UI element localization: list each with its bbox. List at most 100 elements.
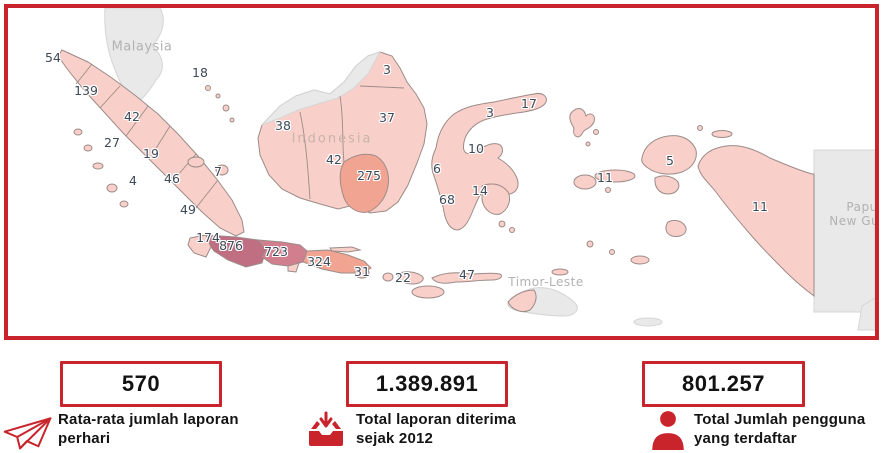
region-flores[interactable] xyxy=(431,272,503,284)
islet xyxy=(119,200,129,208)
region-malaysian-borneo xyxy=(261,51,382,126)
region-value-label: 37 xyxy=(379,109,395,125)
region-value-label: 876 xyxy=(219,237,243,253)
region-value-label: 42 xyxy=(326,151,342,167)
region-value-label: 275 xyxy=(357,167,381,183)
region-sulawesi[interactable] xyxy=(431,93,547,231)
region-value-label: 139 xyxy=(74,82,98,98)
region-bali[interactable] xyxy=(354,267,370,279)
region-value-label: 18 xyxy=(192,64,208,80)
region-papua[interactable] xyxy=(697,145,815,298)
region-value-label: 27 xyxy=(104,134,120,150)
region-value-label: 68 xyxy=(439,191,455,207)
islet xyxy=(92,162,104,170)
inbox-receive-icon xyxy=(309,411,343,446)
kpi-value: 801.257 xyxy=(681,371,766,396)
islet xyxy=(633,317,663,327)
islet xyxy=(609,249,615,255)
kpi-label-total-reports: Total laporan diterima sejak 2012 xyxy=(356,410,596,448)
islet xyxy=(229,117,235,123)
islet xyxy=(711,130,733,138)
region-value-label: 22 xyxy=(395,269,411,285)
region-malay-peninsula xyxy=(104,8,164,105)
map-place-label: Malaysia xyxy=(111,39,173,55)
kpi-label-line: yang terdaftar xyxy=(694,430,797,447)
map-place-label: Timor-Leste xyxy=(508,275,584,289)
kpi-box-daily-reports: 570 xyxy=(60,361,222,407)
region-value-label: 54 xyxy=(45,49,61,65)
region-yogyakarta[interactable] xyxy=(287,262,300,273)
kpi-box-total-reports: 1.389.891 xyxy=(346,361,508,407)
region-value-label: 10 xyxy=(468,140,484,156)
region-value-label: 5 xyxy=(666,152,674,168)
region-bangka[interactable] xyxy=(187,156,205,168)
region-australia-tip xyxy=(857,297,875,331)
islet xyxy=(498,220,506,228)
region-value-label: 38 xyxy=(275,117,291,133)
region-sumatra[interactable] xyxy=(57,49,245,237)
region-value-label: 14 xyxy=(472,182,488,198)
region-value-label: 17 xyxy=(521,95,537,111)
kpi-value: 1.389.891 xyxy=(375,371,479,396)
islet xyxy=(697,125,703,131)
region-south-kalimantan[interactable] xyxy=(339,153,389,213)
islet xyxy=(630,255,650,265)
region-value-label: 42 xyxy=(124,108,140,124)
region-west-java[interactable] xyxy=(205,234,267,268)
map-place-label: Indonesia xyxy=(291,131,373,147)
map-place-label: New Guinea xyxy=(829,214,879,228)
region-halmahera[interactable] xyxy=(569,108,595,138)
kpi-label-daily-reports: Rata-rata jumlah laporan perhari xyxy=(58,410,298,448)
kpi-label-total-users: Total Jumlah pengguna yang terdaftar xyxy=(694,410,883,448)
kpi-box-total-users: 801.257 xyxy=(642,361,805,407)
region-value-label: 3 xyxy=(486,104,494,120)
region-value-label: 324 xyxy=(307,253,331,269)
islet xyxy=(509,227,515,233)
islet xyxy=(605,187,611,193)
region-value-label: 7 xyxy=(214,163,222,179)
kpi-label-line: perhari xyxy=(58,430,111,447)
region-lombok[interactable] xyxy=(382,272,394,282)
islet xyxy=(106,183,118,193)
islet xyxy=(586,240,594,248)
region-west-timor[interactable] xyxy=(507,289,537,313)
region-value-label: 11 xyxy=(752,198,768,214)
region-value-label: 47 xyxy=(459,266,475,282)
region-belitung[interactable] xyxy=(215,164,229,176)
islet xyxy=(665,219,687,237)
islet xyxy=(585,141,591,147)
islet xyxy=(222,104,230,112)
kpi-value: 570 xyxy=(121,371,161,396)
map-frame: 54 139 42 27 19 4 46 7 49 18 174 876 723 324 31 22 47 38 4… xyxy=(4,4,879,340)
region-value-label: 3 xyxy=(383,61,391,77)
indonesia-map xyxy=(57,8,875,331)
region-value-label: 11 xyxy=(597,169,613,185)
region-seram[interactable] xyxy=(594,169,636,183)
islet xyxy=(83,144,93,152)
region-value-label: 723 xyxy=(264,243,288,259)
kpi-label-line: Rata-rata jumlah laporan xyxy=(58,411,239,428)
islet xyxy=(73,128,83,136)
region-southeast-sulawesi[interactable] xyxy=(481,183,511,215)
region-png xyxy=(813,149,875,313)
kpi-label-line: Total laporan diterima xyxy=(356,411,516,428)
paper-plane-icon xyxy=(3,417,52,450)
region-value-label: 46 xyxy=(164,170,180,186)
region-value-label: 6 xyxy=(433,160,441,176)
kpi-label-line: Total Jumlah pengguna xyxy=(694,411,866,428)
region-buru[interactable] xyxy=(573,174,597,190)
region-west-papua[interactable] xyxy=(641,135,697,175)
region-value-label: 49 xyxy=(180,201,196,217)
region-value-label: 19 xyxy=(143,145,159,161)
kpi-label-line: sejak 2012 xyxy=(356,430,434,447)
islet xyxy=(205,85,211,91)
region-bomberai xyxy=(654,175,680,195)
region-value-label: 4 xyxy=(129,172,137,188)
region-sumba[interactable] xyxy=(411,285,445,299)
islet xyxy=(215,93,221,99)
islet xyxy=(551,268,569,276)
map-place-label: Papua xyxy=(846,200,878,214)
region-sumbawa[interactable] xyxy=(397,271,424,285)
region-madura xyxy=(329,246,362,253)
